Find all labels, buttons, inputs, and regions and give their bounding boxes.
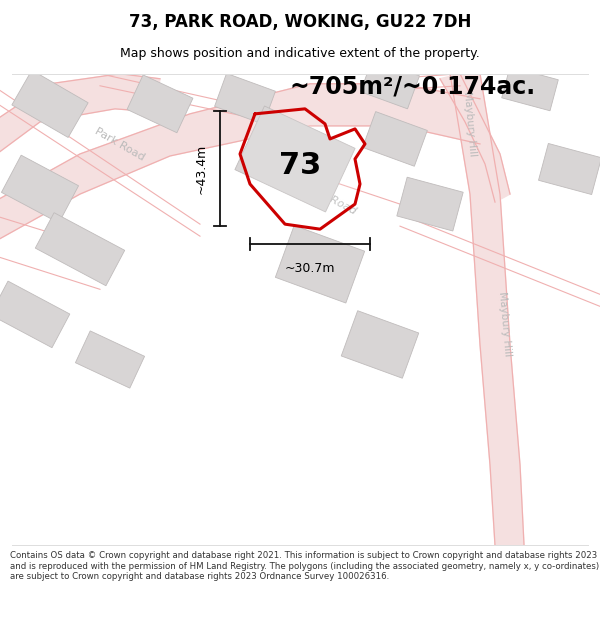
Polygon shape (440, 74, 510, 202)
Polygon shape (502, 67, 558, 111)
Polygon shape (35, 213, 125, 286)
Text: ~705m²/~0.174ac.: ~705m²/~0.174ac. (290, 75, 536, 99)
Polygon shape (76, 331, 145, 388)
Polygon shape (0, 281, 70, 348)
Polygon shape (362, 112, 427, 166)
Polygon shape (235, 106, 355, 212)
Text: 73: 73 (279, 151, 321, 181)
Text: 73, PARK ROAD, WOKING, GU22 7DH: 73, PARK ROAD, WOKING, GU22 7DH (129, 13, 471, 31)
Polygon shape (450, 74, 524, 545)
Polygon shape (127, 75, 193, 132)
Text: Park Road: Park Road (94, 126, 146, 162)
Polygon shape (361, 59, 419, 109)
Polygon shape (539, 144, 600, 194)
Polygon shape (0, 84, 480, 244)
Text: Contains OS data © Crown copyright and database right 2021. This information is : Contains OS data © Crown copyright and d… (10, 551, 599, 581)
Text: Maybury Hill: Maybury Hill (497, 291, 513, 357)
Text: ~43.4m: ~43.4m (195, 143, 208, 194)
Polygon shape (0, 74, 160, 159)
Text: Maybury Hill: Maybury Hill (462, 91, 478, 157)
Polygon shape (1, 155, 79, 223)
Text: ~30.7m: ~30.7m (285, 262, 335, 275)
Polygon shape (341, 311, 419, 378)
Polygon shape (12, 70, 88, 138)
Text: Map shows position and indicative extent of the property.: Map shows position and indicative extent… (120, 47, 480, 59)
Polygon shape (240, 109, 365, 229)
Polygon shape (397, 177, 463, 231)
Polygon shape (215, 73, 275, 124)
Text: Park Road: Park Road (302, 181, 358, 217)
Polygon shape (275, 226, 365, 303)
